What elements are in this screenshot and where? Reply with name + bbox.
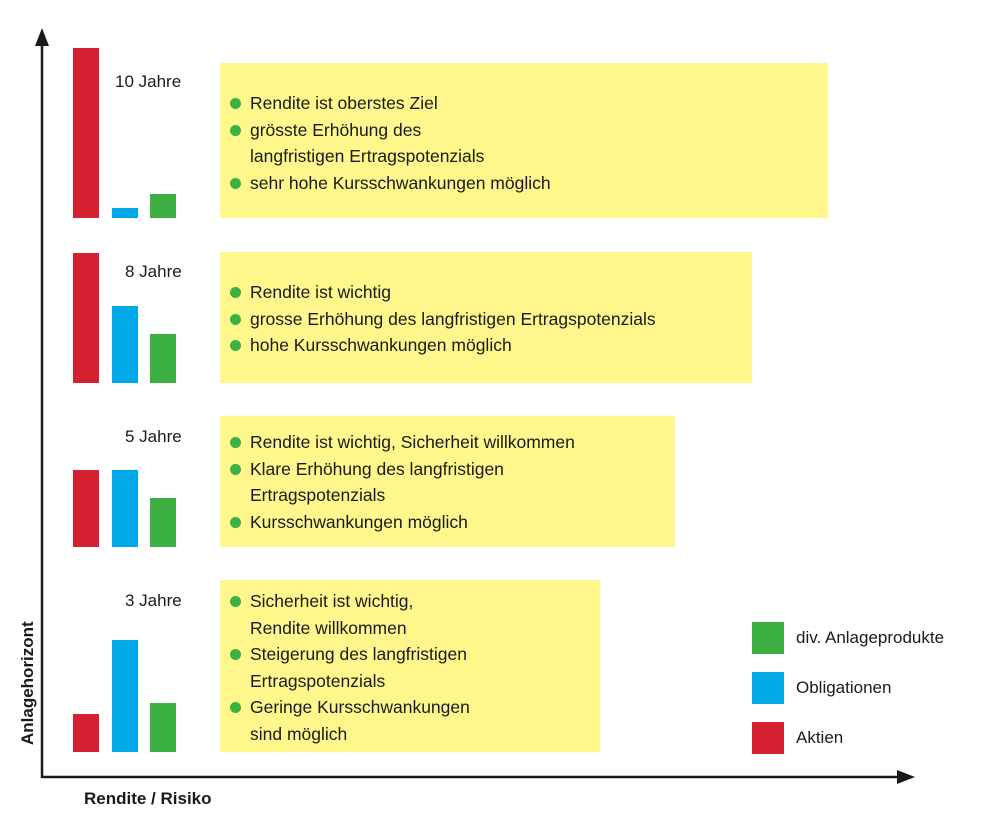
bullet-text: grosse Erhöhung des langfristigen Ertrag… [250,308,656,329]
legend-swatch [752,722,784,754]
bar-8-jahre-aktien [73,253,99,383]
horizon-label-3-jahre: 3 Jahre [125,591,182,610]
legend-label: div. Anlageprodukte [796,628,945,647]
axes [35,28,915,784]
bar-5-jahre-obligationen [112,470,138,547]
legend-swatch [752,622,784,654]
info-box-10-jahre: Rendite ist oberstes Ziel grösste Erhöhun… [220,63,828,218]
bullet-item: Geringe Kursschwankungen sind möglich [230,694,590,747]
legend: div. Anlageprodukte Obligationen Aktien [752,622,944,772]
bullet-item: Kursschwankungen möglich [230,509,665,536]
legend-label: Aktien [796,728,844,747]
bullet-dot-icon [230,463,241,475]
legend-item-obligationen: Obligationen [752,672,944,704]
info-box-3-jahre: Sicherheit ist wichtig, Rendite willkomm… [220,580,600,752]
bullet-item: hohe Kursschwankungen möglich [230,332,742,359]
info-box-8-jahre: Rendite ist wichtig grosse Erhöhung des l… [220,252,752,383]
bullet-text: grösste Erhöhung des langfristigen Ertra… [250,119,485,167]
bullet-text: hohe Kursschwankungen möglich [250,335,512,355]
bar-10-jahre-obligationen [112,208,138,218]
bullet-item: Klare Erhöhung des langfristigen Ertrags… [230,456,665,509]
horizon-label-5-jahre: 5 Jahre [125,427,182,446]
y-axis-arrow [35,28,49,46]
bullet-item: Rendite ist wichtig, Sicherheit willkomm… [230,429,665,456]
bullet-dot-icon [230,649,241,660]
legend-item-aktien: Aktien [752,722,944,754]
bullet-dot-icon [230,516,241,528]
bar-8-jahre-div-anlageprodukte [150,334,176,383]
bullet-text: Rendite ist oberstes Ziel [250,93,438,113]
bullet-item: sehr hohe Kursschwankungen möglich [230,170,818,197]
bullet-item: Steigerung des langfristigen Ertragspote… [230,641,590,694]
bullet-text: sehr hohe Kursschwankungen möglich [250,172,551,193]
bullet-text: Klare Erhöhung des langfristigen Ertrags… [250,458,504,506]
bullet-text: Steigerung des langfristigen Ertragspote… [250,644,467,691]
bars [73,48,176,752]
bar-3-jahre-obligationen [112,640,138,752]
bullet-item: grosse Erhöhung des langfristigen Ertrag… [230,306,742,333]
bullet-dot-icon [230,437,241,448]
bullet-text: Sicherheit ist wichtig, Rendite willkomm… [250,591,414,638]
info-box-5-jahre: Rendite ist wichtig, Sicherheit willkomm… [220,416,675,547]
horizon-label-8-jahre: 8 Jahre [125,262,182,281]
bullet-text: Rendite ist wichtig, Sicherheit willkomm… [250,432,575,452]
legend-item-div-anlageprodukte: div. Anlageprodukte [752,622,944,654]
bullet-text: Kursschwankungen möglich [250,511,468,532]
legend-label: Obligationen [796,678,892,697]
bullet-dot-icon [230,177,241,189]
bullet-dot-icon [230,98,241,109]
bullet-dot-icon [230,702,241,713]
bar-5-jahre-aktien [73,470,99,547]
bullet-dot-icon [230,340,241,351]
bullet-item: grösste Erhöhung des langfristigen Ertra… [230,117,818,170]
bullet-dot-icon [230,287,241,298]
bullet-item: Rendite ist oberstes Ziel [230,90,818,117]
y-axis-title: Anlagehorizont [18,621,37,745]
bar-3-jahre-div-anlageprodukte [150,703,176,752]
x-axis-title: Rendite / Risiko [84,789,212,808]
bullet-text: Geringe Kursschwankungen sind möglich [250,697,470,744]
bar-10-jahre-aktien [73,48,99,218]
bullet-text: Rendite ist wichtig [250,282,392,302]
bullet-dot-icon [230,596,241,607]
legend-swatch [752,672,784,704]
bullet-item: Sicherheit ist wichtig, Rendite willkomm… [230,588,590,641]
x-axis-arrow [897,770,915,784]
bar-10-jahre-div-anlageprodukte [150,194,176,218]
horizon-label-10-jahre: 10 Jahre [115,72,182,91]
bar-3-jahre-aktien [73,714,99,752]
bar-5-jahre-div-anlageprodukte [150,498,176,547]
bar-8-jahre-obligationen [112,306,138,383]
bullet-item: Rendite ist wichtig [230,279,742,306]
bullet-dot-icon [230,124,241,136]
bullet-dot-icon [230,313,241,325]
